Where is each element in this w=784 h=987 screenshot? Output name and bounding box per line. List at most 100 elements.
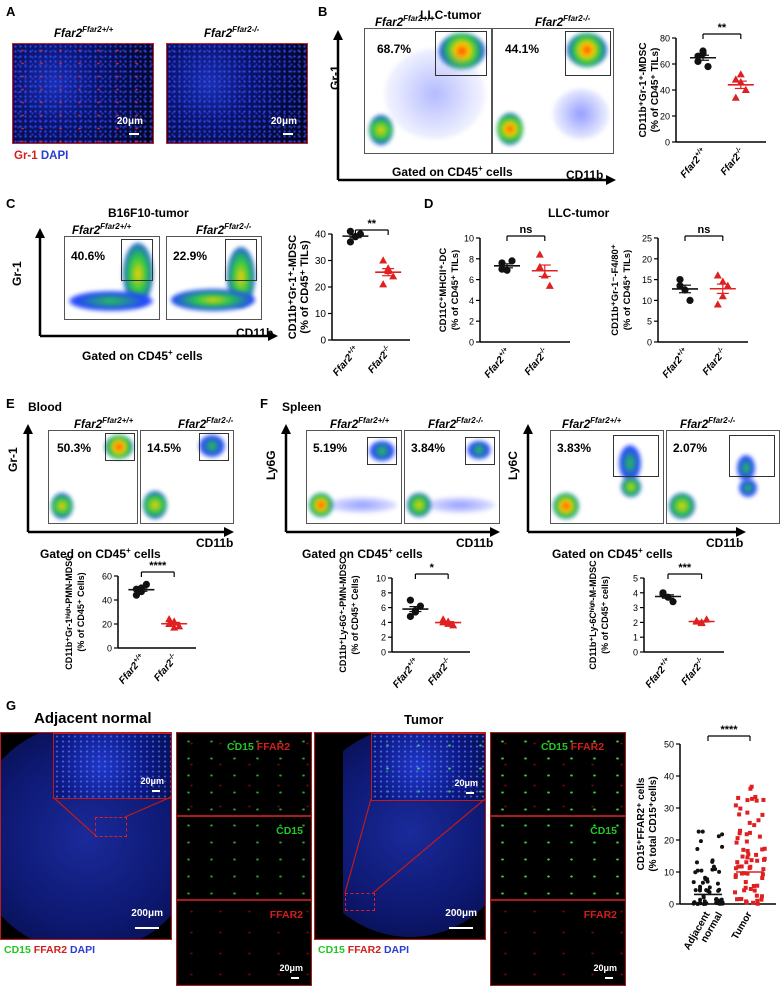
data-point-wt: [699, 47, 707, 55]
data-point-normal: [698, 897, 703, 902]
stain-legend-g-tumor: CD15 FFAR2 DAPI: [318, 944, 410, 956]
data-point-normal: [695, 868, 700, 873]
x-category-label: Ffar2+/+: [678, 146, 709, 180]
data-point-tumor: [747, 820, 752, 825]
flow-plot-wt: 40.6%: [64, 236, 160, 320]
data-point-ko: [713, 300, 722, 308]
y-tick-label: 20: [664, 836, 674, 846]
channel-cd15-normal: CD15: [176, 816, 312, 900]
data-point-wt: [669, 598, 677, 606]
micrograph-tumor-overview: 20μm 200μm: [314, 732, 486, 940]
data-point-tumor: [733, 866, 738, 871]
x-category-label: Adjacentnormal: [682, 905, 725, 958]
data-point-tumor: [743, 885, 748, 890]
data-point-tumor: [735, 860, 740, 865]
data-point-tumor: [741, 847, 746, 852]
percent-ly6g-ko: 3.84%: [411, 441, 446, 455]
data-point-tumor: [757, 834, 762, 839]
panel-label-b: B: [318, 4, 328, 19]
y-axis-label: CD11b⁺Gr-1⁻-F4/80⁺: [610, 244, 621, 336]
data-point-wt: [704, 63, 712, 71]
chart-d1: 0 2 4 6 8 10 CD11C⁺MHCII⁺-DC (% of CD45⁺ TILs) F…: [438, 224, 570, 380]
x-category-label: Ffar2+/+: [116, 652, 147, 686]
scalebar-label: 20μm: [270, 116, 297, 127]
data-point-normal: [698, 886, 703, 891]
data-point-normal: [700, 880, 705, 885]
panel-label-d: D: [424, 196, 434, 211]
data-point-tumor: [747, 830, 752, 835]
y-axis-label: CD11b⁺Ly-6Cʰⁱᵍʰ-M-MDSC: [587, 560, 598, 670]
data-point-normal: [691, 880, 696, 885]
y-tick-label: 2: [469, 317, 474, 327]
data-point-tumor: [748, 786, 753, 791]
genotype-wt: Ffar2Ffar2+/+: [54, 25, 114, 40]
y-tick-label: 0: [669, 900, 674, 910]
y-tick-label: 20: [102, 620, 112, 630]
y-tick-label: 0: [633, 648, 638, 658]
y-axis-label: CD11b⁺Gr-1⁺-MDSC: [287, 235, 299, 340]
data-point-normal: [700, 829, 705, 834]
data-point-normal: [698, 839, 703, 844]
y-tick-label: 40: [664, 772, 674, 782]
x-category-label: Ffar2+/+: [643, 656, 674, 690]
data-point-tumor: [752, 888, 757, 893]
data-point-tumor: [755, 898, 760, 903]
data-point-wt: [132, 591, 140, 599]
data-point-tumor: [761, 867, 766, 872]
y-tick-label: 10: [664, 868, 674, 878]
title-tumor: Tumor: [404, 712, 444, 727]
chart-f1: 0 2 4 6 8 10 CD11b⁺Ly-6G⁺-PMN-MDSC (% of CD45⁺ …: [338, 557, 470, 690]
y-tick-label: 40: [102, 596, 112, 606]
y-tick-label: 0: [647, 338, 652, 348]
flow-plot-wt: 5.19%: [306, 430, 402, 524]
data-point-normal: [699, 868, 704, 873]
channel-merge-normal: CD15 FFAR2: [176, 732, 312, 816]
data-point-wt: [508, 257, 516, 265]
y-tick-label: 25: [642, 234, 652, 244]
data-point-tumor: [760, 812, 765, 817]
data-point-normal: [707, 885, 712, 890]
data-point-normal: [704, 888, 709, 893]
genotype-ko: Ffar2Ffar2-/-: [428, 416, 484, 431]
flow-plot-ko: 44.1%: [492, 28, 614, 154]
data-point-tumor: [751, 900, 756, 905]
y-tick-label: 50: [664, 740, 674, 750]
data-point-ko: [723, 281, 732, 289]
chart-f2: 0 1 2 3 4 5 CD11b⁺Ly-6Cʰⁱᵍʰ-M-MDSC (% of CD45⁺ …: [587, 560, 724, 690]
data-point-ko: [545, 281, 554, 289]
x-category-label: Ffar2+/+: [330, 344, 361, 378]
data-point-tumor: [748, 886, 753, 891]
data-point-normal: [715, 898, 720, 903]
y-tick-label: 0: [381, 648, 386, 658]
panel-b-title: LLC-tumor: [420, 8, 482, 22]
channel-cd15-tumor: CD15: [490, 816, 626, 900]
y-axis-label-units: (% of CD45⁺ Cells): [76, 572, 86, 651]
data-point-tumor: [745, 848, 750, 853]
data-point-normal: [696, 829, 701, 834]
panel-label-a: A: [6, 4, 16, 19]
y-tick-label: 2: [633, 618, 638, 628]
data-point-tumor: [737, 812, 742, 817]
x-axis-label: CD11b: [236, 326, 274, 340]
data-point-normal: [719, 897, 724, 902]
y-axis-label-units: (% of CD45⁺ Cells): [350, 575, 360, 654]
significance-label: ***: [678, 562, 692, 574]
y-tick-label: 60: [660, 60, 670, 70]
channel-merge-tumor: CD15 FFAR2: [490, 732, 626, 816]
y-tick-label: 4: [469, 296, 474, 306]
x-axis-label: CD11b: [566, 168, 604, 182]
data-point-wt: [346, 227, 354, 235]
data-point-normal: [694, 860, 699, 865]
axes-arrows-f2: [523, 424, 746, 537]
data-point-tumor: [754, 798, 759, 803]
significance-label: ns: [697, 224, 710, 236]
chart-b: 0 20 40 60 80 CD11b⁺Gr-1⁺-MDSC (% of CD45⁺ TIL…: [638, 22, 766, 180]
y-tick-label: 30: [315, 256, 327, 267]
data-point-tumor: [751, 884, 756, 889]
y-tick-label: 0: [107, 644, 112, 654]
y-axis-ly6g: Ly6G: [264, 450, 278, 480]
y-tick-label: 2: [381, 633, 386, 643]
y-tick-label: 1: [633, 633, 638, 643]
data-point-ko: [175, 622, 184, 630]
gated-label: Gated on CD45+ cells: [552, 546, 673, 561]
